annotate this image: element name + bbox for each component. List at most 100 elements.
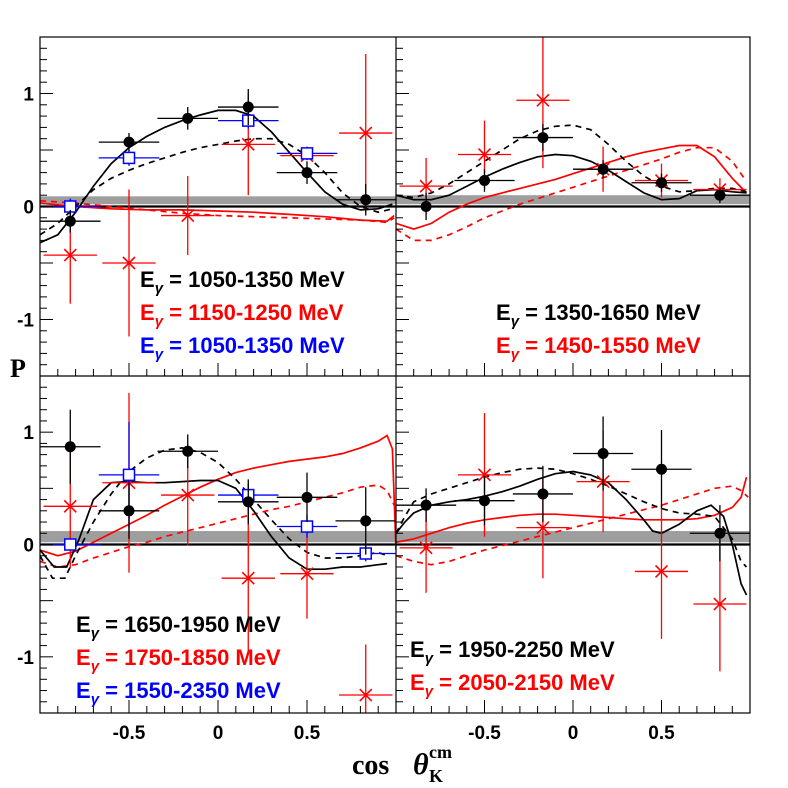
circle-marker bbox=[714, 527, 726, 539]
circle-marker bbox=[242, 101, 254, 113]
square-marker bbox=[122, 468, 136, 482]
model-curve-red-solid bbox=[396, 144, 748, 230]
panel-plot-area bbox=[40, 392, 396, 713]
panel-ticks bbox=[39, 375, 397, 714]
systematic-band bbox=[396, 195, 750, 205]
data-point-black-4 bbox=[218, 479, 279, 525]
systematic-band bbox=[40, 196, 396, 205]
data-point-red-6 bbox=[339, 644, 393, 713]
x-tick-label: 0 bbox=[568, 723, 579, 744]
circle-marker bbox=[301, 167, 313, 179]
model-curve-black-dashed bbox=[40, 137, 393, 236]
cross-marker-b bbox=[536, 521, 550, 535]
data-point-blue-2 bbox=[98, 150, 160, 166]
square-marker bbox=[300, 520, 314, 533]
cross-marker-b bbox=[63, 248, 77, 262]
data-point-black-3 bbox=[157, 107, 218, 130]
square-marker bbox=[300, 147, 314, 160]
cross-marker-b bbox=[654, 564, 669, 579]
panel-plot-area bbox=[396, 413, 750, 672]
data-point-black-5 bbox=[631, 429, 692, 509]
circle-marker bbox=[714, 189, 726, 201]
x-tick-label: 0 bbox=[213, 723, 224, 744]
x-axis-title-theta: θ bbox=[413, 748, 429, 781]
legend-entry-blue: Eγ = 1050-1350 MeV bbox=[140, 333, 345, 363]
y-tick-label: 1 bbox=[23, 423, 34, 444]
data-point-black-2 bbox=[454, 475, 515, 526]
cross-marker-b bbox=[536, 93, 550, 107]
model-curve-black-solid bbox=[396, 153, 747, 201]
data-point-black-5 bbox=[276, 161, 338, 184]
x-axis-title-sup: cm bbox=[429, 742, 452, 762]
cross-marker-b bbox=[359, 688, 373, 702]
data-point-red-3 bbox=[161, 175, 215, 256]
cross-marker-b bbox=[359, 126, 373, 140]
data-point-black-1 bbox=[396, 488, 457, 523]
model-curve-black-solid bbox=[40, 479, 388, 571]
legend-entry-black: Eγ = 1350-1650 MeV bbox=[496, 300, 701, 330]
data-point-red-5 bbox=[280, 528, 334, 619]
legend-entry-red: Eγ = 1750-1850 MeV bbox=[76, 645, 281, 675]
model-curve-black-dashed bbox=[396, 124, 747, 199]
data-point-black-6 bbox=[335, 487, 396, 555]
panel-plot-area bbox=[396, 37, 750, 242]
data-point-black-3 bbox=[512, 465, 573, 523]
data-point-black-3 bbox=[512, 124, 573, 152]
cross-marker-b bbox=[477, 468, 492, 482]
y-tick-label: -1 bbox=[17, 311, 34, 332]
cross-marker-b bbox=[419, 179, 433, 193]
legend-entry-black: Eγ = 1050-1350 MeV bbox=[140, 267, 345, 297]
circle-marker bbox=[537, 488, 549, 500]
cross-marker-b bbox=[181, 488, 195, 502]
data-point-red-2 bbox=[102, 189, 156, 337]
data-point-black-5 bbox=[276, 472, 338, 523]
data-point-black-6 bbox=[689, 505, 750, 562]
data-point-black-4 bbox=[218, 88, 279, 126]
outer-frame bbox=[39, 36, 751, 714]
cross-marker-b bbox=[181, 208, 195, 223]
model-curve-black-dashed bbox=[396, 467, 748, 568]
model-curve-red-dashed bbox=[396, 146, 748, 242]
legend-entry-red: Eγ = 1450-1550 MeV bbox=[496, 333, 701, 363]
data-point-black-2 bbox=[98, 482, 160, 539]
panel-plot-area bbox=[40, 53, 396, 337]
data-point-black-6 bbox=[335, 183, 396, 216]
circle-marker bbox=[182, 112, 194, 124]
data-point-black-4 bbox=[573, 160, 634, 179]
legend-entry-black: Eγ = 1950-2250 MeV bbox=[410, 637, 615, 667]
data-point-black-2 bbox=[98, 133, 160, 152]
x-tick-label: 0.5 bbox=[294, 723, 321, 744]
square-marker bbox=[122, 151, 136, 165]
model-curve-red-solid bbox=[396, 476, 748, 544]
cross-marker-b bbox=[713, 597, 727, 611]
y-tick-label: 0 bbox=[23, 536, 34, 557]
circle-marker bbox=[656, 177, 667, 189]
legend-entry-red: Eγ = 2050-2150 MeV bbox=[410, 670, 615, 700]
circle-marker bbox=[420, 201, 432, 212]
circle-marker bbox=[597, 448, 609, 460]
data-point-red-4 bbox=[221, 505, 275, 652]
y-axis-title: P bbox=[10, 354, 26, 383]
legend-entry-black: Eγ = 1650-1950 MeV bbox=[76, 612, 281, 642]
model-curve-red-dashed bbox=[396, 485, 749, 566]
frame bbox=[39, 36, 751, 714]
model-curve-black-solid bbox=[396, 470, 748, 596]
data-point-blue-4 bbox=[276, 146, 338, 161]
y-tick-label: 1 bbox=[23, 85, 34, 106]
x-axis-title-cos: cos bbox=[352, 750, 389, 781]
circle-marker bbox=[123, 505, 135, 517]
circle-marker bbox=[597, 163, 609, 175]
data-point-black-1 bbox=[40, 409, 101, 484]
x-tick-label: 0.5 bbox=[648, 723, 675, 744]
data-point-black-5 bbox=[631, 173, 692, 192]
circle-marker bbox=[656, 463, 667, 475]
circle-marker bbox=[360, 515, 372, 527]
model-curve-black-solid bbox=[40, 109, 393, 244]
model-curve-red-solid bbox=[40, 202, 395, 223]
circle-marker bbox=[123, 136, 135, 148]
